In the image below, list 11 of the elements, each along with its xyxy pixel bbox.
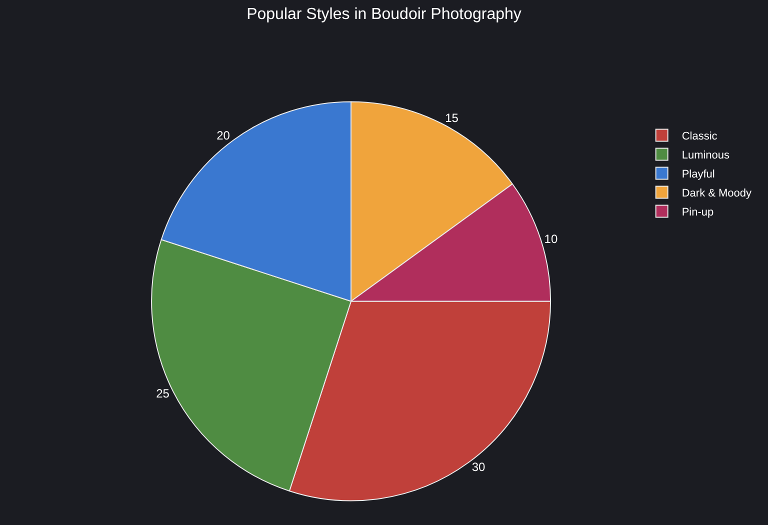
data-label: 30 bbox=[472, 460, 486, 474]
data-label: 15 bbox=[445, 110, 459, 125]
data-label: 25 bbox=[156, 386, 170, 400]
data-label: 20 bbox=[216, 128, 230, 142]
legend-label: Playful bbox=[682, 168, 715, 181]
legend-label: Pin-up bbox=[682, 206, 714, 219]
legend-label: Luminous bbox=[682, 150, 730, 162]
chart-title: Popular Styles in Boudoir Photography bbox=[246, 6, 522, 24]
legend-label: Dark & Moody bbox=[682, 188, 752, 200]
data-label: 10 bbox=[544, 232, 558, 246]
legend-label: Classic bbox=[682, 130, 718, 143]
